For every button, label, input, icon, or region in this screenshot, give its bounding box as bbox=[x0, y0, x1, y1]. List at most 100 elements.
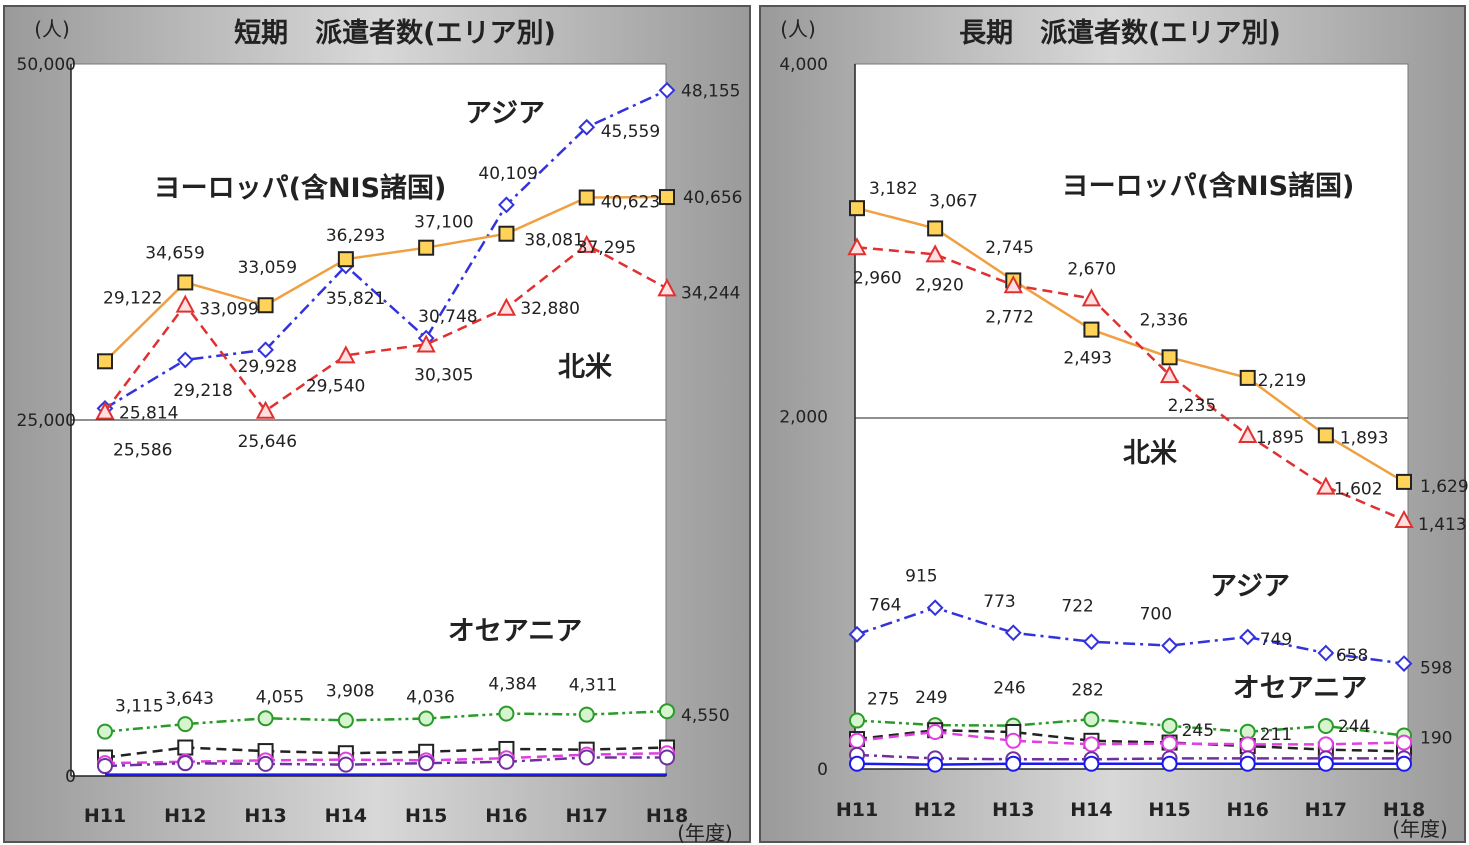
y-unit-label: (人) bbox=[34, 17, 70, 41]
data-point-marker bbox=[849, 755, 865, 772]
data-label: 1,413 bbox=[1418, 515, 1467, 535]
x-tick-label: H17 bbox=[1305, 799, 1347, 821]
data-point-marker bbox=[848, 625, 866, 643]
data-point-marker bbox=[1239, 736, 1256, 753]
data-label: 249 bbox=[915, 688, 947, 708]
x-tick-label: H16 bbox=[1227, 799, 1269, 821]
data-label: 25,646 bbox=[238, 432, 297, 452]
series-name-label: ヨーロッパ(含NIS諸国) bbox=[154, 172, 447, 204]
data-point-marker bbox=[255, 400, 276, 419]
series-line bbox=[856, 206, 1405, 483]
data-label: 244 bbox=[1338, 717, 1370, 737]
x-tick-label: H13 bbox=[244, 805, 286, 827]
data-label: 29,928 bbox=[238, 357, 297, 377]
data-label: 36,293 bbox=[326, 226, 385, 246]
data-label: 749 bbox=[1260, 630, 1292, 650]
data-label: 29,540 bbox=[306, 376, 365, 396]
data-label: 2,920 bbox=[915, 275, 964, 295]
y-tick-label: 2,000 bbox=[779, 408, 828, 428]
data-label: 25,814 bbox=[119, 403, 178, 423]
data-point-marker bbox=[97, 353, 113, 370]
plot-series-short: 50,000 25,000 0 H11 H12 H13 H14 H15 H16 H17 H18 25,… bbox=[17, 55, 743, 827]
data-point-marker bbox=[97, 723, 113, 740]
data-label: 25,586 bbox=[113, 441, 172, 461]
chart-long-term: 長期 派遣者数(エリア別) (人) (年度) 4,000 2,000 0 H11 H12… bbox=[759, 5, 1469, 843]
data-point-marker bbox=[1161, 717, 1178, 734]
data-point-marker bbox=[1083, 321, 1100, 338]
data-label: 2,336 bbox=[1140, 310, 1189, 330]
x-axis-unit-label: (年度) bbox=[1392, 817, 1448, 841]
data-point-marker bbox=[1159, 364, 1180, 384]
x-tick-label: H15 bbox=[405, 805, 447, 827]
data-point-marker bbox=[1083, 711, 1100, 728]
data-label: 598 bbox=[1420, 659, 1452, 679]
data-label: 1,893 bbox=[1340, 428, 1389, 448]
y-tick-label: 25,000 bbox=[17, 411, 76, 431]
series-name-label: 北米 bbox=[558, 352, 612, 383]
data-label: 40,109 bbox=[478, 164, 537, 184]
data-label: 34,659 bbox=[145, 243, 204, 263]
data-point-marker bbox=[1317, 736, 1334, 753]
x-tick-label: H11 bbox=[84, 805, 126, 827]
data-point-marker bbox=[1161, 349, 1178, 366]
series-name-label: 北米 bbox=[1123, 438, 1177, 469]
data-point-marker bbox=[577, 234, 597, 253]
data-label: 3,115 bbox=[115, 697, 164, 717]
data-point-marker bbox=[257, 341, 274, 359]
data-point-marker bbox=[1239, 369, 1256, 386]
data-point-marker bbox=[1161, 637, 1178, 655]
series-name-label: アジア bbox=[465, 98, 545, 129]
data-label: 658 bbox=[1336, 646, 1368, 666]
data-label: 37,295 bbox=[577, 238, 636, 258]
data-point-marker bbox=[927, 220, 944, 237]
y-tick-label: 0 bbox=[817, 760, 828, 780]
data-point-marker bbox=[657, 278, 677, 297]
data-point-marker bbox=[1317, 644, 1335, 662]
data-label: 2,745 bbox=[985, 238, 1034, 258]
data-point-marker bbox=[578, 118, 596, 136]
data-point-marker bbox=[849, 732, 865, 749]
data-label: 1,895 bbox=[1256, 428, 1305, 448]
data-point-marker bbox=[849, 200, 865, 217]
series-line bbox=[856, 753, 1404, 761]
data-point-marker bbox=[659, 703, 675, 720]
series-line bbox=[856, 728, 1405, 753]
data-point-marker bbox=[1239, 755, 1256, 772]
data-point-marker bbox=[95, 401, 115, 420]
x-tick-label: H12 bbox=[914, 799, 956, 821]
data-label: 211 bbox=[1260, 725, 1292, 745]
data-point-marker bbox=[1005, 755, 1022, 772]
data-label: 4,311 bbox=[569, 676, 618, 696]
data-point-marker bbox=[498, 196, 515, 214]
data-label: 4,055 bbox=[256, 687, 305, 707]
data-point-marker bbox=[177, 739, 194, 756]
data-label: 246 bbox=[993, 679, 1025, 699]
data-point-marker bbox=[175, 294, 195, 313]
data-point-marker bbox=[177, 716, 194, 733]
data-point-marker bbox=[416, 334, 436, 353]
data-point-marker bbox=[496, 297, 517, 316]
series-line bbox=[104, 756, 667, 768]
data-label: 37,100 bbox=[414, 213, 473, 233]
data-label: 722 bbox=[1061, 597, 1093, 617]
data-point-marker bbox=[257, 710, 274, 727]
data-point-marker bbox=[418, 710, 435, 727]
data-label: 48,155 bbox=[681, 81, 740, 101]
data-point-marker bbox=[498, 753, 515, 770]
data-point-marker bbox=[418, 755, 435, 772]
data-label: 2,960 bbox=[853, 268, 902, 288]
data-point-marker bbox=[257, 297, 274, 314]
series-line bbox=[104, 89, 668, 410]
data-label: 34,244 bbox=[681, 283, 740, 303]
data-point-marker bbox=[1083, 633, 1100, 651]
data-label: 29,218 bbox=[173, 381, 232, 401]
x-tick-label: H14 bbox=[1070, 799, 1112, 821]
data-point-marker bbox=[1161, 735, 1178, 752]
data-point-marker bbox=[927, 723, 944, 740]
data-point-marker bbox=[418, 239, 435, 256]
series-name-label: オセアニア bbox=[448, 616, 582, 647]
data-label: 275 bbox=[867, 690, 899, 710]
chart-short-term: 短期 派遣者数(エリア別) (人) (年度) 50,000 25,000 0 H11 H… bbox=[3, 5, 751, 845]
data-point-marker bbox=[1396, 473, 1412, 490]
data-point-marker bbox=[1317, 427, 1334, 444]
